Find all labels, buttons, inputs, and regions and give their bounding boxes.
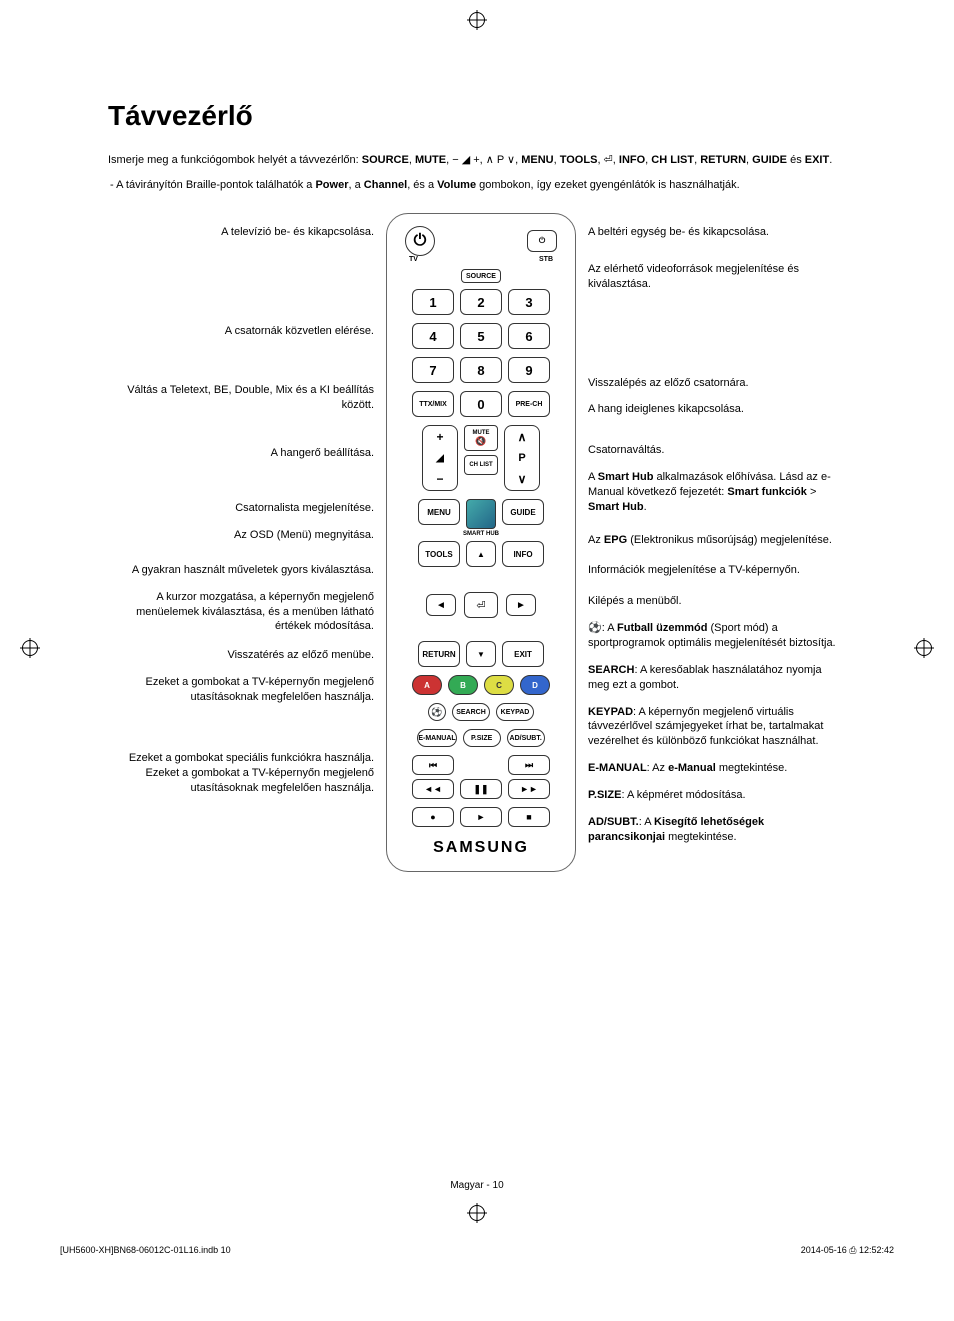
ffwd-button[interactable]: ►► <box>508 779 550 799</box>
keypad-button[interactable]: KEYPAD <box>496 703 534 721</box>
callout-exit: Kilépés a menüből. <box>582 592 842 609</box>
exit-button[interactable]: EXIT <box>502 641 544 667</box>
callout-number-keys: A csatornák közvetlen elérése. <box>120 322 380 339</box>
tools-button[interactable]: TOOLS <box>418 541 460 567</box>
down-button[interactable]: ▼ <box>466 641 496 667</box>
guide-button[interactable]: GUIDE <box>502 499 544 525</box>
registration-mark <box>22 640 38 656</box>
power-tv-button[interactable]: ⏻ <box>405 226 435 256</box>
callout-source: Az elérhető videoforrások megjelenítése … <box>582 260 842 292</box>
callout-menu: Az OSD (Menü) megnyitása. <box>120 526 380 543</box>
volume-up-icon: + <box>436 430 443 444</box>
callout-info: Információk megjelenítése a TV-képernyőn… <box>582 561 842 578</box>
volume-rocker[interactable]: + ◢ − <box>422 425 458 491</box>
stb-label: STB <box>539 256 553 263</box>
power-icon: ⏻ <box>539 236 545 246</box>
callout-ttx: Váltás a Teletext, BE, Double, Mix és a … <box>120 381 380 413</box>
page-footer: Magyar - 10 <box>0 1180 954 1191</box>
up-button[interactable]: ▲ <box>466 541 496 567</box>
tv-label: TV <box>409 256 418 263</box>
callout-tools: A gyakran használt műveletek gyors kivál… <box>120 561 380 578</box>
callout-psize: P.SIZE: A képméret módosítása. <box>582 786 842 803</box>
key-4[interactable]: 4 <box>412 323 454 349</box>
callout-color-buttons: Ezeket a gombokat a TV-képernyőn megjele… <box>120 673 380 705</box>
key-7[interactable]: 7 <box>412 357 454 383</box>
pause-button[interactable]: ❚❚ <box>460 779 502 799</box>
registration-mark <box>469 12 485 28</box>
samsung-logo: SAMSUNG <box>395 839 567 857</box>
key-0[interactable]: 0 <box>460 391 502 417</box>
callout-volume: A hangerő beállítása. <box>120 444 380 461</box>
color-b-button[interactable]: B <box>448 675 478 695</box>
key-3[interactable]: 3 <box>508 289 550 315</box>
search-button[interactable]: SEARCH <box>452 703 490 721</box>
record-button[interactable]: ● <box>412 807 454 827</box>
channel-down-icon: ∨ <box>518 472 527 486</box>
menu-button[interactable]: MENU <box>418 499 460 525</box>
key-5[interactable]: 5 <box>460 323 502 349</box>
remote-diagram: ⏻ ⏻ TV STB SOURCE 1 2 3 4 5 6 7 8 9 <box>386 213 576 872</box>
callout-channel: Csatornaváltás. <box>582 441 842 458</box>
rewind-button[interactable]: ◄◄ <box>412 779 454 799</box>
channel-rocker[interactable]: ∧ P ∨ <box>504 425 540 491</box>
volume-down-icon: − <box>436 472 443 486</box>
mute-button[interactable]: MUTE🔇 <box>464 425 498 451</box>
callout-adsubt: AD/SUBT.: A Kisegítő lehetőségek parancs… <box>582 813 842 845</box>
skip-back-button[interactable]: ⏮ <box>412 755 454 775</box>
color-a-button[interactable]: A <box>412 675 442 695</box>
adsubt-button[interactable]: AD/SUBT. <box>507 729 545 747</box>
callout-power-tv: A televízió be- és kikapcsolása. <box>120 223 380 240</box>
power-stb-button[interactable]: ⏻ <box>527 230 557 252</box>
prech-button[interactable]: PRE-CH <box>508 391 550 417</box>
key-2[interactable]: 2 <box>460 289 502 315</box>
channel-up-icon: ∧ <box>518 430 527 444</box>
volume-icon: ◢ <box>436 453 444 464</box>
stop-button[interactable]: ■ <box>508 807 550 827</box>
print-footline: [UH5600-XH]BN68-06012C-01L16.indb 10 201… <box>60 1245 894 1256</box>
emanual-button[interactable]: E-MANUAL <box>417 729 456 747</box>
callout-keypad: KEYPAD: A képernyőn megjelenő virtuális … <box>582 703 842 750</box>
color-c-button[interactable]: C <box>484 675 514 695</box>
left-button[interactable]: ◄ <box>426 594 456 616</box>
callout-special-buttons: Ezeket a gombokat speciális funkciókra h… <box>120 749 380 796</box>
footline-timestamp: 2014-05-16 ⎙ 12:52:42 <box>801 1245 894 1256</box>
callout-guide: Az EPG (Elektronikus műsorújság) megjele… <box>582 531 842 548</box>
right-button[interactable]: ► <box>506 594 536 616</box>
callout-cursor: A kurzor mozgatása, a képernyőn megjelen… <box>120 588 380 635</box>
callout-return: Visszatérés az előző menübe. <box>120 646 380 663</box>
return-button[interactable]: RETURN <box>418 641 460 667</box>
ttxmix-button[interactable]: TTX/MIX <box>412 391 454 417</box>
registration-mark <box>916 640 932 656</box>
key-1[interactable]: 1 <box>412 289 454 315</box>
footline-file: [UH5600-XH]BN68-06012C-01L16.indb 10 <box>60 1245 231 1256</box>
smarthub-label: SMART HUB <box>395 531 567 537</box>
braille-note: - A távirányítón Braille-pontok találhat… <box>108 177 854 194</box>
smarthub-button[interactable] <box>466 499 496 529</box>
callout-prech: Visszalépés az előző csatornára. <box>582 374 842 391</box>
source-button[interactable]: SOURCE <box>461 269 501 283</box>
key-6[interactable]: 6 <box>508 323 550 349</box>
power-icon: ⏻ <box>414 232 427 250</box>
chlist-button[interactable]: CH LIST <box>464 455 498 475</box>
callout-chlist: Csatornalista megjelenítése. <box>120 499 380 516</box>
football-button[interactable]: ⚽ <box>428 703 446 721</box>
psize-button[interactable]: P.SIZE <box>463 729 501 747</box>
color-d-button[interactable]: D <box>520 675 550 695</box>
callout-emanual: E-MANUAL: Az e-Manual megtekintése. <box>582 759 842 776</box>
callout-mute: A hang ideiglenes kikapcsolása. <box>582 400 842 417</box>
key-9[interactable]: 9 <box>508 357 550 383</box>
callout-football: ⚽: A Futball üzemmód (Sport mód) a sport… <box>582 619 842 651</box>
mute-icon: 🔇 <box>475 436 486 447</box>
skip-fwd-button[interactable]: ⏭ <box>508 755 550 775</box>
info-button[interactable]: INFO <box>502 541 544 567</box>
callout-search: SEARCH: A keresőablak használatához nyom… <box>582 661 842 693</box>
registration-mark <box>469 1205 485 1221</box>
intro-text: Ismerje meg a funkciógombok helyét a táv… <box>108 152 854 169</box>
page-title: Távvezérlő <box>108 100 854 132</box>
key-8[interactable]: 8 <box>460 357 502 383</box>
enter-button[interactable]: ⏎ <box>464 592 498 618</box>
play-button[interactable]: ► <box>460 807 502 827</box>
callout-smarthub: A Smart Hub alkalmazások előhívása. Lásd… <box>582 468 842 515</box>
callout-power-stb: A beltéri egység be- és kikapcsolása. <box>582 223 842 240</box>
